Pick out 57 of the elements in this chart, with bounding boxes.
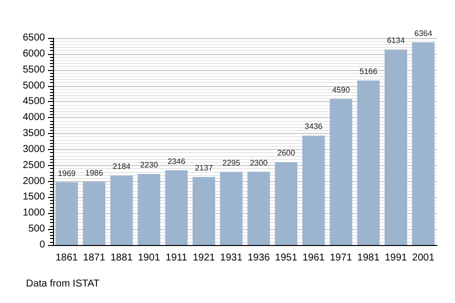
x-tick-label: 1931 <box>220 252 243 264</box>
data-label: 1986 <box>85 168 104 178</box>
x-tick-label: 1971 <box>330 252 353 264</box>
data-label: 2184 <box>112 162 132 171</box>
x-tick-label: 1881 <box>110 252 134 264</box>
x-tick-label: 1961 <box>302 252 326 264</box>
data-label: 2230 <box>140 160 158 170</box>
bar <box>192 176 216 245</box>
x-tick-label: 1991 <box>384 252 408 264</box>
y-tick-label: 1000 <box>22 208 46 219</box>
y-tick-label: 4000 <box>22 112 46 124</box>
x-tick-label: 1981 <box>357 252 380 264</box>
bar <box>82 182 106 245</box>
bar <box>220 172 243 245</box>
x-tick-label: 1921 <box>192 252 216 264</box>
y-tick-label: 6500 <box>22 32 46 44</box>
bar <box>138 174 160 245</box>
data-label: 6134 <box>386 36 406 46</box>
text: Data from ISTAT <box>26 278 100 290</box>
y-tick-label: 0 <box>39 240 46 250</box>
bar <box>357 80 380 245</box>
bar <box>247 172 270 245</box>
x-tick-label: 1901 <box>138 252 161 264</box>
bar <box>165 170 188 245</box>
bar <box>274 162 298 245</box>
bar <box>302 136 325 245</box>
data-label: 2300 <box>250 158 268 168</box>
data-label: 2137 <box>194 163 214 172</box>
data-label: 4590 <box>332 85 350 94</box>
y-tick-label: 1500 <box>22 192 46 203</box>
x-tick-label: 1936 <box>248 252 270 264</box>
y-tick-label: 5500 <box>22 64 46 76</box>
x-tick-label: 1911 <box>166 252 188 264</box>
data-label: 1969 <box>58 168 76 178</box>
data-label: 5166 <box>360 66 378 76</box>
bar <box>330 98 352 245</box>
y-tick-label: 2500 <box>22 160 46 171</box>
x-tick-label: 1871 <box>83 252 106 264</box>
y-tick-label: 4500 <box>22 96 46 108</box>
bar <box>384 50 408 245</box>
y-tick-label: 500 <box>28 224 46 235</box>
data-label: 3436 <box>304 122 324 132</box>
bar <box>412 42 435 245</box>
x-tick-label: 1951 <box>275 252 298 264</box>
y-tick-label: 6000 <box>22 48 46 60</box>
data-label: 2600 <box>277 148 296 158</box>
data-label: 6364 <box>414 28 433 38</box>
y-tick-label: 5000 <box>22 80 46 92</box>
x-tick-label: 1861 <box>56 252 78 264</box>
x-tick-label: 2001 <box>412 252 435 264</box>
y-tick-label: 3000 <box>22 144 46 155</box>
data-label: 2346 <box>168 156 186 166</box>
data-label: 2295 <box>222 158 241 168</box>
y-tick-label: 2000 <box>22 176 46 187</box>
y-tick-label: 3500 <box>22 128 46 140</box>
bar <box>110 175 133 245</box>
bar <box>55 182 78 245</box>
